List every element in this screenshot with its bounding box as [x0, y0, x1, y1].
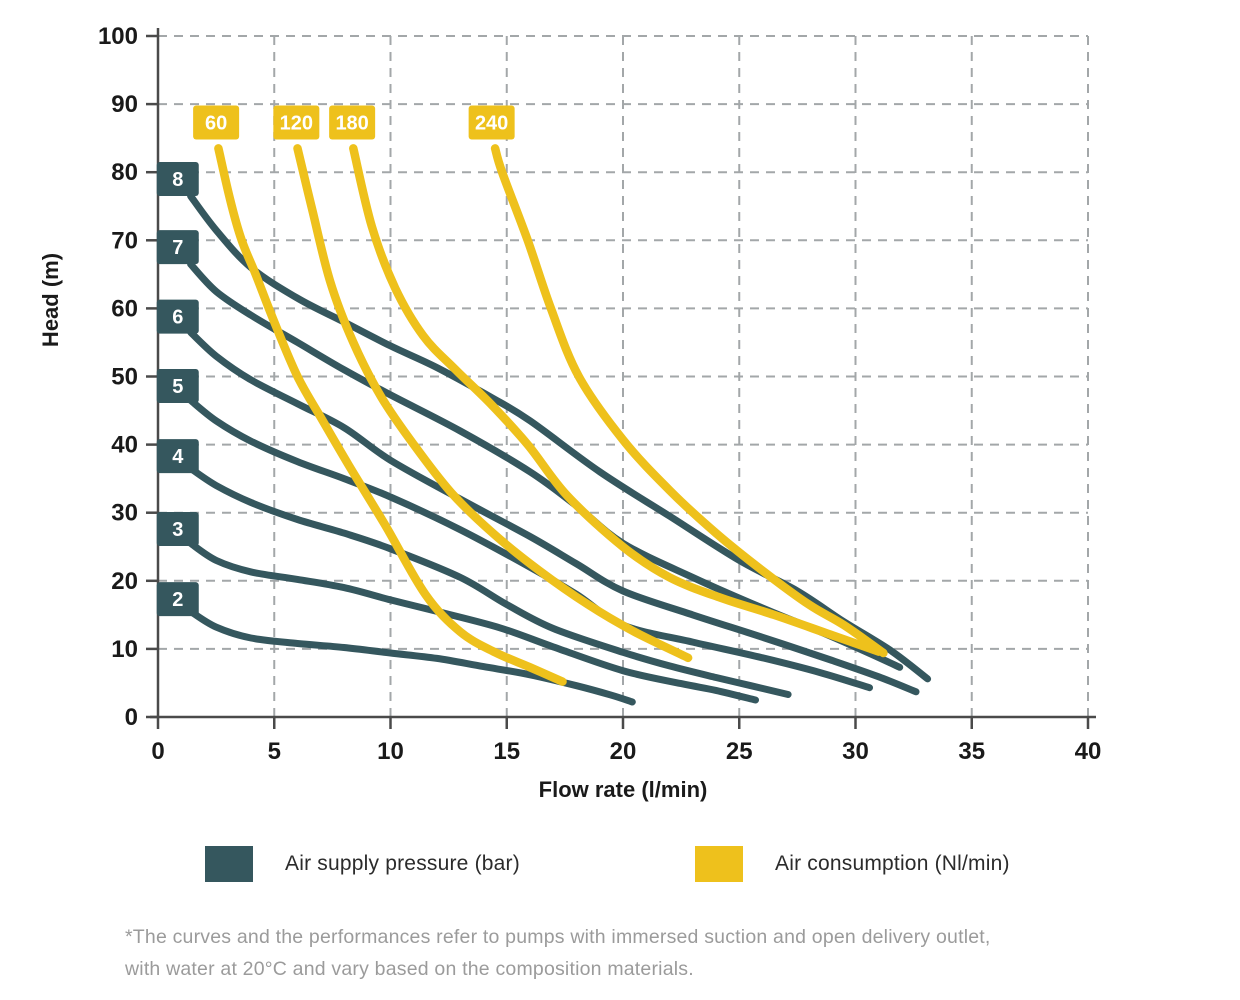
- consumption-curve-label-box-60: [193, 105, 240, 140]
- pressure-curve-2: [187, 607, 636, 706]
- legend-swatch-pressure: [205, 846, 253, 882]
- footnote: *The curves and the performances refer t…: [125, 922, 1135, 985]
- y-tick-label-90: 90: [111, 91, 138, 118]
- x-tick-label-30: 30: [842, 738, 869, 765]
- pressure-curve-label-6: 6: [172, 307, 183, 329]
- pressure-curve-8: [187, 192, 932, 683]
- pressure-curve-label-2: 2: [172, 589, 183, 611]
- y-tick-label-20: 20: [111, 568, 138, 595]
- pressure-curve-label-4: 4: [172, 446, 184, 468]
- consumption-curve-label-240: 240: [475, 112, 508, 134]
- pressure-curve-label-box-8: [156, 162, 199, 197]
- x-tick-label-25: 25: [726, 738, 753, 765]
- x-tick-label-40: 40: [1075, 738, 1102, 765]
- pressure-curve-5: [187, 396, 873, 692]
- pressure-curve-label-box-2: [156, 582, 199, 617]
- x-tick-label-20: 20: [610, 738, 637, 765]
- legend-item-consumption: Air consumption (Nl/min): [695, 836, 1010, 892]
- legend-label-pressure: Air supply pressure (bar): [285, 852, 520, 875]
- pressure-curve-label-5: 5: [172, 376, 183, 398]
- pressure-curve-label-7: 7: [172, 237, 183, 259]
- consumption-curve-label-120: 120: [280, 112, 313, 134]
- x-tick-label-0: 0: [151, 738, 164, 765]
- consumption-curve-label-box-180: [329, 105, 376, 140]
- legend: Air supply pressure (bar) Air consumptio…: [0, 836, 1240, 892]
- pressure-curve-4: [187, 464, 792, 698]
- x-tick-label-35: 35: [958, 738, 985, 765]
- pressure-curve-label-box-4: [156, 439, 199, 474]
- y-tick-label-10: 10: [111, 636, 138, 663]
- y-tick-label-0: 0: [125, 704, 138, 731]
- pump-performance-chart: 0 10 20 30 40 50 60 70 80 90 100 0 5 10 15 20 25 30 35 40 8 7…: [38, 23, 1102, 802]
- consumption-curve-label-60: 60: [205, 112, 227, 134]
- footnote-line-2: with water at 20°C and vary based on the…: [125, 957, 694, 980]
- x-tick-label-5: 5: [268, 738, 281, 765]
- pressure-curve-label-box-5: [156, 369, 199, 404]
- pressure-curve-label-8: 8: [172, 169, 183, 191]
- pressure-curve-6: [187, 328, 920, 696]
- pressure-curve-label-3: 3: [172, 519, 183, 541]
- consumption-curve-180: [349, 144, 884, 656]
- pressure-curve-label-box-3: [156, 512, 199, 547]
- y-tick-label-100: 100: [98, 23, 138, 50]
- consumption-curve-label-box-120: [273, 105, 320, 140]
- y-tick-label-70: 70: [111, 227, 138, 254]
- consumption-curve-60: [214, 144, 567, 686]
- pressure-curve-label-box-6: [156, 299, 199, 334]
- y-tick-label-40: 40: [111, 432, 138, 459]
- consumption-curve-label-box-240: [468, 105, 515, 140]
- y-tick-label-50: 50: [111, 364, 138, 391]
- consumption-curve-120: [293, 144, 693, 663]
- y-axis-title: Head (m): [38, 253, 63, 347]
- legend-label-consumption: Air consumption (Nl/min): [775, 852, 1010, 875]
- x-tick-label-10: 10: [377, 738, 404, 765]
- y-tick-label-30: 30: [111, 500, 138, 527]
- consumption-curve-240: [490, 144, 888, 658]
- y-tick-label-60: 60: [111, 295, 138, 322]
- x-axis-title: Flow rate (l/min): [539, 777, 708, 802]
- legend-swatch-consumption: [695, 846, 743, 882]
- x-tick-label-15: 15: [493, 738, 520, 765]
- consumption-curve-label-180: 180: [335, 112, 368, 134]
- pressure-curve-label-box-7: [156, 230, 199, 265]
- y-tick-label-80: 80: [111, 159, 138, 186]
- footnote-line-1: *The curves and the performances refer t…: [125, 926, 991, 948]
- legend-item-pressure: Air supply pressure (bar): [205, 836, 520, 892]
